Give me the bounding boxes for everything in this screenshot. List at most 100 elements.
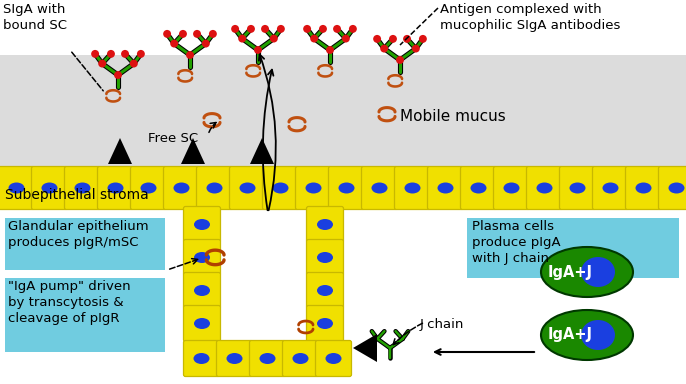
FancyBboxPatch shape xyxy=(196,167,233,210)
FancyBboxPatch shape xyxy=(329,167,364,210)
Ellipse shape xyxy=(209,30,217,38)
FancyBboxPatch shape xyxy=(183,207,220,243)
Ellipse shape xyxy=(194,285,210,296)
Polygon shape xyxy=(353,334,377,362)
Ellipse shape xyxy=(668,182,685,194)
FancyBboxPatch shape xyxy=(307,240,344,275)
Text: Antigen complexed with
mucophilic SIgA antibodies: Antigen complexed with mucophilic SIgA a… xyxy=(440,3,620,32)
Ellipse shape xyxy=(75,182,91,194)
Ellipse shape xyxy=(247,25,255,33)
Ellipse shape xyxy=(163,30,171,38)
Ellipse shape xyxy=(412,45,420,53)
Ellipse shape xyxy=(114,71,122,79)
Ellipse shape xyxy=(8,182,25,194)
Ellipse shape xyxy=(41,182,58,194)
Text: Subepithelial stroma: Subepithelial stroma xyxy=(5,188,149,202)
Ellipse shape xyxy=(270,35,278,43)
Ellipse shape xyxy=(174,182,189,194)
Ellipse shape xyxy=(292,353,309,364)
Ellipse shape xyxy=(272,182,289,194)
Text: J chain: J chain xyxy=(420,318,464,331)
Ellipse shape xyxy=(194,219,210,230)
Ellipse shape xyxy=(372,182,388,194)
Ellipse shape xyxy=(231,25,239,33)
Text: Free SC: Free SC xyxy=(148,131,198,144)
Ellipse shape xyxy=(389,35,397,43)
Bar xyxy=(467,218,679,278)
FancyBboxPatch shape xyxy=(626,167,661,210)
Ellipse shape xyxy=(179,30,187,38)
FancyBboxPatch shape xyxy=(250,341,285,376)
Ellipse shape xyxy=(193,353,209,364)
Ellipse shape xyxy=(438,182,453,194)
Polygon shape xyxy=(108,138,132,164)
Bar xyxy=(5,278,165,352)
Ellipse shape xyxy=(342,35,350,43)
Ellipse shape xyxy=(305,182,322,194)
Ellipse shape xyxy=(194,318,210,329)
Ellipse shape xyxy=(261,25,269,33)
Ellipse shape xyxy=(581,320,615,350)
FancyBboxPatch shape xyxy=(283,341,318,376)
Ellipse shape xyxy=(396,56,404,64)
FancyBboxPatch shape xyxy=(659,167,686,210)
Bar xyxy=(5,218,165,270)
Ellipse shape xyxy=(325,353,342,364)
Ellipse shape xyxy=(504,182,519,194)
Ellipse shape xyxy=(193,30,201,38)
Ellipse shape xyxy=(319,25,327,33)
FancyBboxPatch shape xyxy=(427,167,464,210)
Ellipse shape xyxy=(137,50,145,58)
Ellipse shape xyxy=(317,252,333,263)
Ellipse shape xyxy=(349,25,357,33)
Text: Plasma cells
produce pIgA
with J chain: Plasma cells produce pIgA with J chain xyxy=(472,220,560,265)
FancyBboxPatch shape xyxy=(230,167,265,210)
Ellipse shape xyxy=(202,40,210,48)
Ellipse shape xyxy=(403,35,411,43)
Ellipse shape xyxy=(581,257,615,287)
Ellipse shape xyxy=(303,25,311,33)
FancyBboxPatch shape xyxy=(183,306,220,341)
Ellipse shape xyxy=(536,182,552,194)
FancyBboxPatch shape xyxy=(163,167,200,210)
FancyBboxPatch shape xyxy=(183,273,220,308)
FancyBboxPatch shape xyxy=(316,341,351,376)
FancyBboxPatch shape xyxy=(307,273,344,308)
FancyBboxPatch shape xyxy=(130,167,167,210)
Ellipse shape xyxy=(141,182,156,194)
Ellipse shape xyxy=(194,252,210,263)
FancyBboxPatch shape xyxy=(183,240,220,275)
Ellipse shape xyxy=(108,182,123,194)
Text: SIgA with
bound SC: SIgA with bound SC xyxy=(3,3,67,32)
Text: Glandular epithelium
produces pIgR/mSC: Glandular epithelium produces pIgR/mSC xyxy=(8,220,149,249)
FancyBboxPatch shape xyxy=(526,167,563,210)
Ellipse shape xyxy=(602,182,619,194)
Ellipse shape xyxy=(310,35,318,43)
Ellipse shape xyxy=(317,219,333,230)
Ellipse shape xyxy=(226,353,242,364)
Text: Mobile mucus: Mobile mucus xyxy=(400,109,506,124)
Ellipse shape xyxy=(419,35,427,43)
Ellipse shape xyxy=(98,60,106,68)
Ellipse shape xyxy=(130,60,138,68)
Ellipse shape xyxy=(380,45,388,53)
Ellipse shape xyxy=(333,25,341,33)
Ellipse shape xyxy=(170,40,178,48)
FancyBboxPatch shape xyxy=(593,167,628,210)
Ellipse shape xyxy=(541,247,633,297)
FancyBboxPatch shape xyxy=(32,167,67,210)
FancyBboxPatch shape xyxy=(362,167,397,210)
FancyBboxPatch shape xyxy=(493,167,530,210)
FancyBboxPatch shape xyxy=(97,167,134,210)
Ellipse shape xyxy=(186,51,194,59)
Ellipse shape xyxy=(107,50,115,58)
Ellipse shape xyxy=(569,182,585,194)
FancyBboxPatch shape xyxy=(307,306,344,341)
FancyBboxPatch shape xyxy=(460,167,497,210)
Ellipse shape xyxy=(635,182,652,194)
Ellipse shape xyxy=(91,50,99,58)
Ellipse shape xyxy=(471,182,486,194)
Ellipse shape xyxy=(541,310,633,360)
Text: "IgA pump" driven
by transcytosis &
cleavage of pIgR: "IgA pump" driven by transcytosis & clea… xyxy=(8,280,130,325)
Ellipse shape xyxy=(317,285,333,296)
